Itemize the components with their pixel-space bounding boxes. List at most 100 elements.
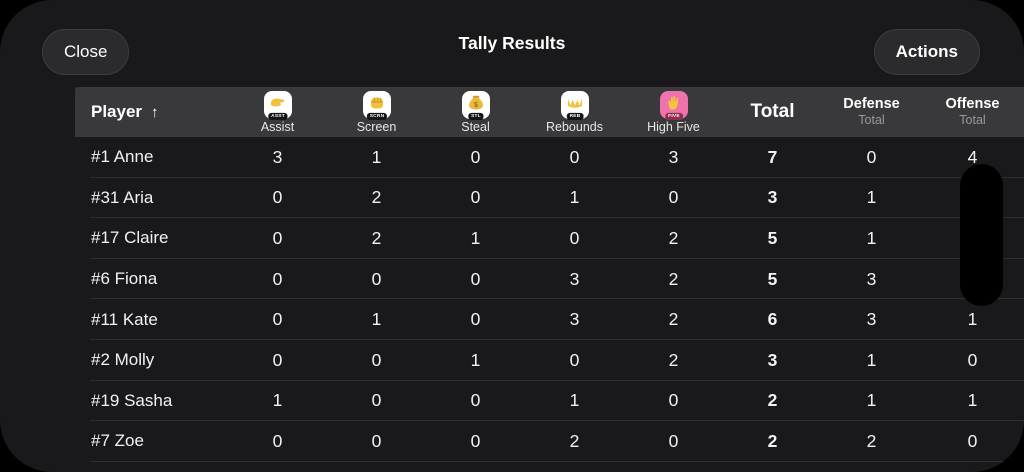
column-header-rebounds[interactable]: REB Rebounds: [525, 87, 624, 137]
steal-value: 1: [470, 349, 481, 370]
total-value: 6: [767, 309, 778, 330]
offense-total-value: 1: [967, 390, 978, 411]
player-header-label: Player: [91, 102, 143, 121]
dynamic-island-cutout: [960, 164, 1003, 306]
total-value: 2: [767, 390, 778, 411]
defense-header-label: Defense: [843, 96, 900, 113]
player-name: #2 Molly: [91, 350, 155, 370]
column-header-player[interactable]: Player ↑: [75, 87, 228, 137]
steal-value: 0: [470, 268, 481, 289]
page-title: Tally Results: [458, 33, 566, 53]
table-row: #31 Aria 0 2 0 1 0 3 1: [75, 178, 1024, 219]
steal-header-label: Steal: [461, 119, 490, 134]
offense-header-sublabel: Total: [959, 113, 986, 128]
svg-text:$: $: [473, 100, 478, 109]
total-value: 5: [767, 268, 778, 289]
offense-total-value: 4: [967, 146, 978, 167]
column-header-defense-total[interactable]: Defense Total: [822, 87, 921, 137]
player-name: #31 Aria: [91, 187, 154, 207]
steal-badge: STL: [467, 112, 484, 120]
rebounds-value: 2: [569, 430, 580, 451]
player-name: #17 Claire: [91, 228, 169, 248]
screen-header-label: Screen: [356, 119, 397, 134]
screen-value: 0: [371, 430, 382, 451]
column-header-assist[interactable]: ASST Assist: [228, 87, 327, 137]
offense-total-value: 1: [967, 309, 978, 330]
rebounds-value: 1: [569, 187, 580, 208]
screen-value: 2: [371, 187, 382, 208]
raised-hand-icon: FIVE: [659, 90, 688, 120]
defense-total-value: 1: [866, 187, 877, 208]
assist-value: 0: [272, 187, 283, 208]
sort-ascending-icon: ↑: [151, 103, 159, 121]
assist-header-label: Assist: [260, 119, 295, 134]
total-value: 5: [767, 227, 778, 248]
assist-value: 0: [272, 227, 283, 248]
offense-header-label: Offense: [945, 96, 1000, 113]
steal-value: 0: [470, 309, 481, 330]
defense-total-value: 3: [866, 309, 877, 330]
column-header-offense-total[interactable]: Offense Total: [921, 87, 1024, 137]
defense-total-value: 1: [866, 349, 877, 370]
screen-value: 0: [371, 390, 382, 411]
table-header-row: Player ↑ ASST Assist SCRN Screen $: [75, 87, 1024, 137]
table-row: #6 Fiona 0 0 0 3 2 5 3: [75, 259, 1024, 300]
player-name: #11 Kate: [91, 309, 158, 329]
tally-results-table: Player ↑ ASST Assist SCRN Screen $: [75, 87, 1024, 472]
screen-value: 1: [371, 146, 382, 167]
high-five-value: 3: [668, 146, 679, 167]
player-name: #19 Sasha: [91, 390, 173, 410]
high-five-header-label: High Five: [647, 119, 700, 134]
assist-value: 3: [272, 146, 283, 167]
actions-button[interactable]: Actions: [873, 29, 980, 75]
total-header-label: Total: [750, 101, 795, 122]
assist-value: 0: [272, 430, 283, 451]
table-row: #2 Molly 0 0 1 0 2 3 1 0: [75, 340, 1024, 381]
total-value: 2: [767, 430, 778, 451]
high-five-value: 2: [668, 268, 679, 289]
defense-total-value: 3: [866, 268, 877, 289]
screen-value: 1: [371, 309, 382, 330]
rebounds-header-label: Rebounds: [546, 119, 603, 134]
player-name: #7 Zoe: [91, 431, 144, 451]
defense-total-value: 1: [866, 390, 877, 411]
column-header-steal[interactable]: $ STL Steal: [426, 87, 525, 137]
assist-value: 0: [272, 349, 283, 370]
defense-total-value: 1: [866, 227, 877, 248]
assist-value: 0: [272, 268, 283, 289]
table-row: #11 Kate 0 1 0 3 2 6 3 1: [75, 299, 1024, 340]
column-header-screen[interactable]: SCRN Screen: [327, 87, 426, 137]
navigation-bar: Close Tally Results Actions: [0, 0, 1024, 87]
high-five-value: 0: [668, 430, 679, 451]
steal-value: 0: [470, 187, 481, 208]
defense-header-sublabel: Total: [858, 113, 885, 128]
total-value: 7: [767, 146, 778, 167]
total-value: 3: [767, 187, 778, 208]
steal-value: 0: [470, 146, 481, 167]
table-row: #17 Claire 0 2 1 0 2 5 1: [75, 218, 1024, 259]
assist-value: 0: [272, 309, 283, 330]
table-row: #1 Anne 3 1 0 0 3 7 0 4: [75, 137, 1024, 178]
high-five-value: 2: [668, 309, 679, 330]
steal-value: 0: [470, 430, 481, 451]
rebounds-value: 3: [569, 268, 580, 289]
high-five-value: 2: [668, 349, 679, 370]
screen-value: 0: [371, 349, 382, 370]
raising-hands-icon: REB: [560, 90, 589, 120]
steal-value: 1: [470, 227, 481, 248]
tilted-hand-icon: ASST: [263, 90, 292, 120]
column-header-total[interactable]: Total: [723, 87, 822, 137]
column-header-high-five[interactable]: FIVE High Five: [624, 87, 723, 137]
offense-total-value: 0: [967, 430, 978, 451]
close-button[interactable]: Close: [42, 29, 130, 75]
assist-value: 1: [272, 390, 283, 411]
high-five-value: 0: [668, 390, 679, 411]
screen-badge: SCRN: [366, 112, 387, 120]
high-five-value: 2: [668, 227, 679, 248]
rebounds-value: 0: [569, 146, 580, 167]
offense-total-value: 0: [967, 349, 978, 370]
total-value: 3: [767, 349, 778, 370]
rebounds-badge: REB: [566, 112, 583, 120]
